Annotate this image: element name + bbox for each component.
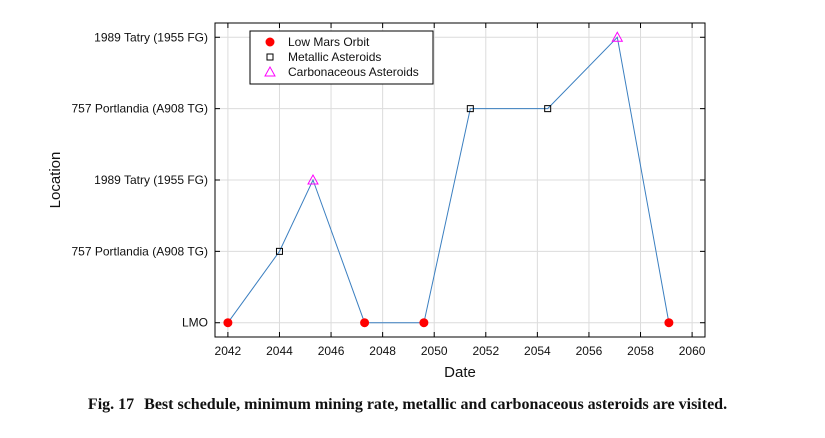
metallic-asteroids-point	[544, 105, 552, 113]
x-tick-label: 2048	[369, 344, 396, 358]
y-tick-label: 757 Portlandia (A908 TG)	[71, 102, 208, 116]
carbonaceous-asteroids-point	[307, 173, 319, 185]
low-mars-orbit-point	[419, 318, 429, 328]
legend-marker-metallic-asteroids	[266, 53, 274, 61]
y-axis-label: Location	[47, 152, 64, 209]
line-chart: LMO 757 Portlandia (A908 TG) 1989 Tatry (1…	[47, 22, 706, 381]
low-mars-orbit-point	[664, 318, 674, 328]
y-tick-label: 1989 Tatry (1955 FG)	[94, 173, 208, 187]
x-tick-label: 2044	[266, 344, 293, 358]
figure-caption: Fig. 17 Best schedule, minimum mining rat…	[0, 396, 825, 414]
x-tick-label: 2056	[576, 344, 603, 358]
x-tick-label: 2046	[318, 344, 345, 358]
caption-label: Fig. 17	[87, 396, 135, 413]
legend-item-carbonaceous-asteroids: Carbonaceous Asteroids	[264, 65, 419, 79]
legend-marker-carbonaceous-asteroids	[264, 65, 276, 77]
x-tick-label: 2050	[421, 344, 448, 358]
plot-frame	[214, 22, 706, 338]
x-tick-label: 2054	[524, 344, 551, 358]
x-tick-label: 2060	[679, 344, 706, 358]
legend-item-metallic-asteroids: Metallic Asteroids	[266, 50, 381, 64]
x-axis-label: Date	[444, 364, 476, 381]
low-mars-orbit-point	[360, 318, 370, 328]
x-axis: 2042 2044 2046 2048 2050 2052 2054 2056 2058 2060	[215, 23, 706, 358]
legend-label-metallic-asteroids: Metallic Asteroids	[288, 50, 381, 64]
y-tick-label: 1989 Tatry (1955 FG)	[94, 30, 208, 44]
legend-label-carbonaceous-asteroids: Carbonaceous Asteroids	[288, 65, 419, 79]
y-axis: LMO 757 Portlandia (A908 TG) 1989 Tatry (1…	[71, 30, 705, 330]
metallic-asteroids-point	[275, 247, 283, 255]
grid	[215, 23, 705, 337]
metallic-asteroids-point	[466, 105, 474, 113]
carbonaceous-asteroids-point	[611, 31, 624, 42]
legend-marker-low-mars-orbit	[265, 37, 275, 47]
y-tick-label: 757 Portlandia (A908 TG)	[71, 244, 208, 258]
legend-box	[249, 30, 434, 85]
x-tick-label: 2058	[627, 344, 654, 358]
low-mars-orbit-point	[223, 318, 233, 328]
y-tick-label: LMO	[182, 316, 208, 330]
legend-item-low-mars-orbit: Low Mars Orbit	[265, 35, 370, 49]
x-tick-label: 2052	[472, 344, 499, 358]
legend-label-low-mars-orbit: Low Mars Orbit	[288, 35, 370, 49]
caption-text: Best schedule, minimum mining rate, meta…	[144, 396, 728, 413]
x-tick-label: 2042	[215, 344, 242, 358]
data-markers	[223, 31, 674, 328]
